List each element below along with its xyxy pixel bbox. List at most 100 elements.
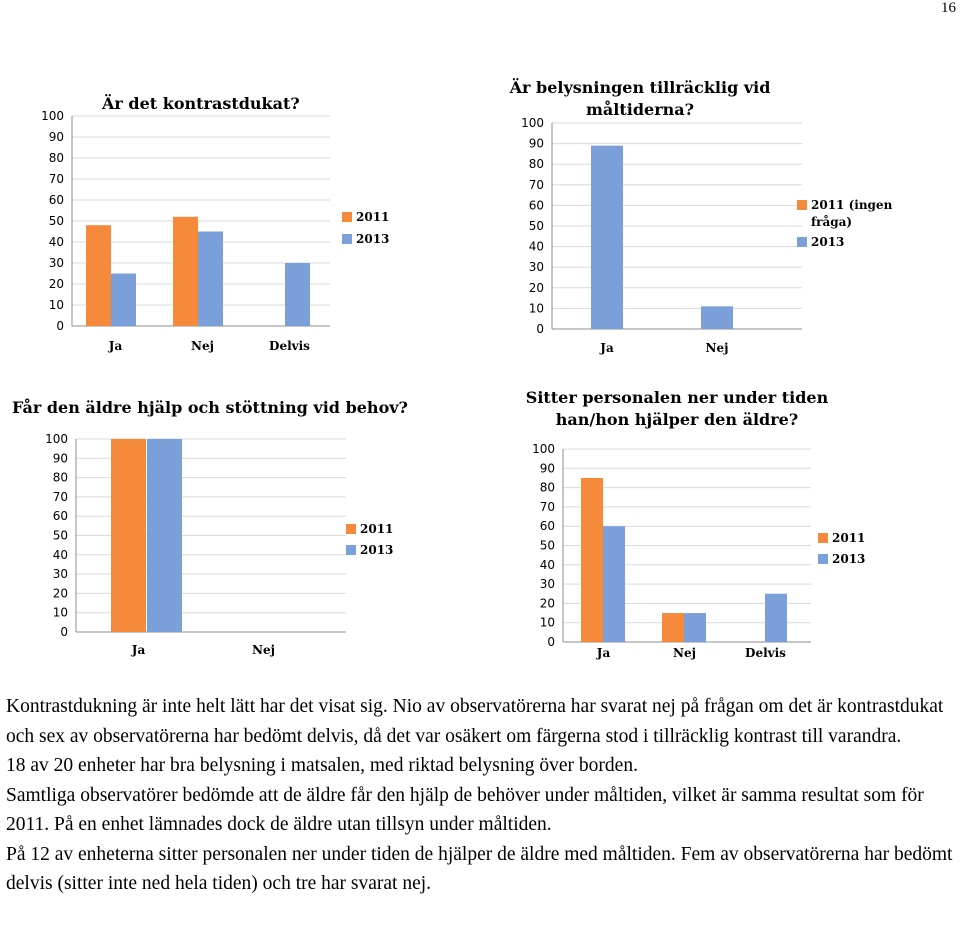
y-tick-label: 40 bbox=[529, 240, 544, 254]
y-tick-label: 50 bbox=[529, 219, 544, 233]
bar-2011-nej bbox=[662, 613, 684, 642]
chart-title: Är belysningen tillräcklig vid bbox=[509, 77, 771, 97]
y-tick-label: 10 bbox=[529, 301, 544, 315]
legend-swatch bbox=[342, 212, 352, 222]
x-category-label: Ja bbox=[599, 341, 614, 355]
x-category-label: Nej bbox=[252, 643, 275, 657]
legend-label: 2013 bbox=[811, 235, 844, 249]
legend-swatch bbox=[346, 545, 356, 555]
y-tick-label: 70 bbox=[529, 178, 544, 192]
bar-2013-delvis bbox=[285, 263, 310, 326]
y-tick-label: 80 bbox=[540, 481, 555, 495]
legend-swatch bbox=[818, 554, 828, 564]
y-tick-label: 40 bbox=[540, 558, 555, 572]
y-tick-label: 100 bbox=[45, 432, 68, 446]
paragraph-hjalp: Samtliga observatörer bedömde att de äld… bbox=[6, 784, 924, 836]
y-tick-label: 90 bbox=[529, 137, 544, 151]
bar-2013-ja bbox=[111, 273, 136, 326]
x-category-label: Nej bbox=[191, 339, 214, 353]
y-tick-label: 70 bbox=[49, 172, 64, 186]
y-tick-label: 40 bbox=[53, 548, 68, 562]
y-tick-label: 80 bbox=[529, 157, 544, 171]
y-tick-label: 80 bbox=[53, 471, 68, 485]
chart-kontrastdukat: Är det kontrastdukat? 0 10 20 30 40 50 60 70 80 90… bbox=[41, 93, 389, 353]
chart-title: Är det kontrastdukat? bbox=[101, 93, 300, 113]
bar-2011-ja bbox=[86, 225, 111, 326]
y-tick-label: 0 bbox=[547, 635, 555, 649]
y-tick-label: 0 bbox=[56, 319, 64, 333]
legend-label: 2013 bbox=[360, 543, 393, 557]
y-tick-label: 30 bbox=[53, 567, 68, 581]
bar-2013-delvis bbox=[765, 593, 787, 642]
legend-swatch bbox=[797, 237, 807, 247]
x-category-label: Nej bbox=[673, 646, 696, 660]
legend-label: 2011 (ingen bbox=[811, 198, 893, 212]
legend-label: 2011 bbox=[832, 531, 865, 545]
paragraph-belysning: 18 av 20 enheter har bra belysning i mat… bbox=[6, 755, 638, 776]
y-tick-label: 100 bbox=[532, 442, 555, 456]
legend-swatch bbox=[346, 524, 356, 534]
chart-title: han/hon hjälper den äldre? bbox=[556, 410, 798, 429]
y-tick-label: 10 bbox=[53, 606, 68, 620]
y-tick-label: 50 bbox=[540, 539, 555, 553]
x-category-label: Ja bbox=[596, 646, 611, 660]
y-tick-label: 30 bbox=[529, 260, 544, 274]
y-tick-label: 90 bbox=[49, 130, 64, 144]
y-tick-label: 40 bbox=[49, 235, 64, 249]
y-tick-label: 60 bbox=[53, 509, 68, 523]
bar-2013-nej bbox=[684, 613, 706, 642]
chart-sitter-personalen: Sitter personalen ner under tiden han/hon… bbox=[526, 388, 866, 660]
x-category-label: Delvis bbox=[269, 339, 310, 353]
x-category-label: Nej bbox=[706, 341, 729, 355]
y-tick-label: 0 bbox=[60, 625, 68, 639]
y-tick-label: 80 bbox=[49, 151, 64, 165]
bar-2011-ja bbox=[111, 439, 146, 632]
legend-swatch bbox=[818, 533, 828, 543]
y-tick-label: 60 bbox=[540, 519, 555, 533]
page-number: 16 bbox=[941, 0, 956, 16]
y-tick-label: 20 bbox=[529, 281, 544, 295]
bar-2013-nej bbox=[701, 306, 733, 329]
y-tick-label: 50 bbox=[53, 529, 68, 543]
y-tick-label: 30 bbox=[49, 256, 64, 270]
y-tick-label: 30 bbox=[540, 577, 555, 591]
y-tick-label: 100 bbox=[521, 116, 544, 130]
paragraph-kontrastdukning: Kontrastdukning är inte helt lätt har de… bbox=[6, 696, 944, 747]
y-tick-label: 20 bbox=[540, 596, 555, 610]
y-tick-label: 70 bbox=[53, 490, 68, 504]
y-tick-label: 90 bbox=[53, 451, 68, 465]
x-category-label: Ja bbox=[131, 643, 146, 657]
bar-2011-ja bbox=[581, 477, 603, 642]
y-tick-label: 60 bbox=[49, 193, 64, 207]
y-tick-label: 0 bbox=[536, 322, 544, 336]
paragraph-sitter: På 12 av enheterna sitter personalen ner… bbox=[6, 843, 953, 895]
y-tick-label: 100 bbox=[41, 109, 64, 123]
legend-label: 2013 bbox=[356, 232, 389, 246]
chart-belysning: Är belysningen tillräcklig vidmåltiderna… bbox=[509, 77, 893, 355]
chart-title: Får den äldre hjälp och stöttning vid be… bbox=[12, 397, 408, 417]
legend-label: 2011 bbox=[356, 210, 389, 224]
body-text: Kontrastdukning är inte helt lätt har de… bbox=[6, 692, 956, 899]
legend-swatch bbox=[342, 234, 352, 244]
legend-label: 2011 bbox=[360, 522, 393, 536]
bar-2013-ja bbox=[603, 526, 625, 642]
legend-label: fråga) bbox=[811, 214, 852, 229]
y-tick-label: 70 bbox=[540, 500, 555, 514]
chart-hjalp-stottning: Får den äldre hjälp och stöttning vid be… bbox=[12, 397, 408, 657]
legend-label: 2013 bbox=[832, 552, 865, 566]
y-tick-label: 10 bbox=[540, 616, 555, 630]
bar-2013-nej bbox=[198, 231, 223, 326]
y-tick-label: 10 bbox=[49, 298, 64, 312]
y-tick-label: 20 bbox=[49, 277, 64, 291]
bar-2013-ja bbox=[591, 145, 623, 329]
y-tick-label: 50 bbox=[49, 214, 64, 228]
legend-swatch bbox=[797, 200, 807, 210]
y-tick-label: 90 bbox=[540, 461, 555, 475]
bar-2011-nej bbox=[173, 216, 198, 326]
y-tick-label: 20 bbox=[53, 586, 68, 600]
y-tick-label: 60 bbox=[529, 198, 544, 212]
x-category-label: Ja bbox=[108, 339, 123, 353]
chart-title: måltiderna? bbox=[586, 99, 694, 119]
chart-title: Sitter personalen ner under tiden bbox=[526, 388, 829, 407]
x-category-label: Delvis bbox=[745, 646, 786, 660]
